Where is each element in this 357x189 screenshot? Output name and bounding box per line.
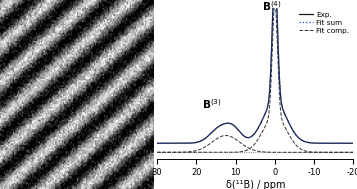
Legend: Exp., Fit sum, Fit comp.: Exp., Fit sum, Fit comp.: [298, 11, 350, 34]
X-axis label: δ(¹¹B) / ppm: δ(¹¹B) / ppm: [226, 180, 285, 189]
Text: B$^{(3)}$: B$^{(3)}$: [202, 98, 222, 111]
Text: B$^{(4)}$: B$^{(4)}$: [262, 0, 282, 13]
